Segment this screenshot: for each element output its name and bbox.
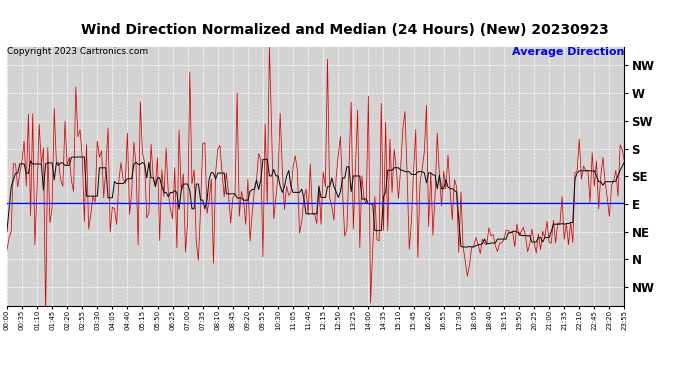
Text: Average Direction: Average Direction [512,47,624,57]
Text: Wind Direction Normalized and Median (24 Hours) (New) 20230923: Wind Direction Normalized and Median (24… [81,22,609,36]
Text: Copyright 2023 Cartronics.com: Copyright 2023 Cartronics.com [7,47,148,56]
